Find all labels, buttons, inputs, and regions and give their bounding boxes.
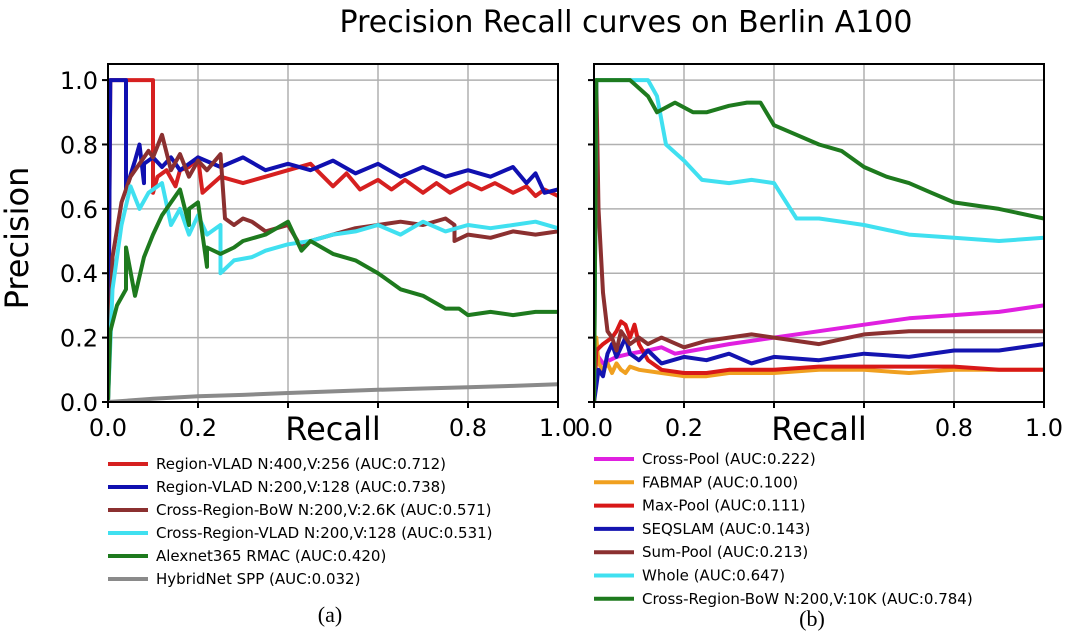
legend-label: Alexnet365 RMAC (AUC:0.420) — [156, 547, 386, 565]
series-line — [108, 181, 558, 402]
series-line — [108, 382, 558, 402]
legend-label: Region-VLAD N:200,V:128 (AUC:0.738) — [156, 478, 446, 496]
y-tick-label: 0.4 — [60, 260, 98, 288]
series-line — [594, 78, 1044, 402]
legend-label: Cross-Region-VLAD N:200,V:128 (AUC:0.531… — [156, 524, 493, 542]
legend-label: Max-Pool (AUC:0.111) — [642, 497, 806, 515]
panel-label: (a) — [318, 602, 342, 627]
series-group — [108, 78, 558, 402]
legend-label: FABMAP (AUC:0.100) — [642, 473, 798, 491]
y-tick-label: 0.8 — [60, 131, 98, 159]
x-tick-label: 0.8 — [935, 414, 973, 442]
legend-label: Region-VLAD N:400,V:256 (AUC:0.712) — [156, 455, 446, 473]
figure-title: Precision Recall curves on Berlin A100 — [340, 5, 913, 40]
series-group — [594, 78, 1044, 402]
series-line — [594, 319, 1044, 402]
x-tick-label: 0.8 — [449, 414, 487, 442]
x-tick-label: 0.0 — [575, 414, 613, 442]
x-tick-label: 0.0 — [89, 414, 127, 442]
series-line — [594, 303, 1044, 402]
y-tick-label: 0.6 — [60, 196, 98, 224]
legend-label: SEQSLAM (AUC:0.143) — [642, 520, 810, 538]
legend-label: Whole (AUC:0.647) — [642, 567, 785, 585]
legend-label: Sum-Pool (AUC:0.213) — [642, 543, 808, 561]
x-tick-label: 0.2 — [665, 414, 703, 442]
y-tick-label: 1.0 — [60, 67, 98, 95]
axes-frame — [593, 63, 1045, 403]
x-axis-label: Recall — [771, 410, 866, 448]
x-axis-label: Recall — [285, 410, 380, 448]
legend-label: HybridNet SPP (AUC:0.032) — [156, 570, 360, 588]
series-line — [594, 335, 1044, 402]
x-tick-label: 1.0 — [539, 414, 577, 442]
x-tick-label: 0.2 — [179, 414, 217, 442]
legend-label: Cross-Pool (AUC:0.222) — [642, 450, 816, 468]
series-line — [108, 78, 558, 402]
x-tick-label: 1.0 — [1025, 414, 1063, 442]
y-axis-label: Precision — [0, 167, 36, 310]
y-tick-label: 0.0 — [60, 389, 98, 417]
panel-b: 0.0 0.2 0.8 1.0 Recall Cross-Pool (AUC:0.222)… — [575, 63, 1063, 631]
legend-label: Cross-Region-BoW N:200,V:2.6K (AUC:0.571… — [156, 501, 491, 519]
axes-frame — [107, 63, 559, 403]
series-line — [594, 78, 1044, 402]
series-line — [108, 187, 558, 402]
legend-label: Cross-Region-BoW N:200,V:10K (AUC:0.784) — [642, 590, 973, 608]
series-line — [594, 78, 1044, 402]
series-line — [108, 78, 558, 402]
y-tick-label: 0.2 — [60, 325, 98, 353]
panel-a: 0.0 0.2 0.8 1.0 0.0 0.2 0.4 0.6 0.8 1.0 Recall Prec… — [0, 63, 577, 627]
panel-label: (b) — [799, 606, 825, 631]
